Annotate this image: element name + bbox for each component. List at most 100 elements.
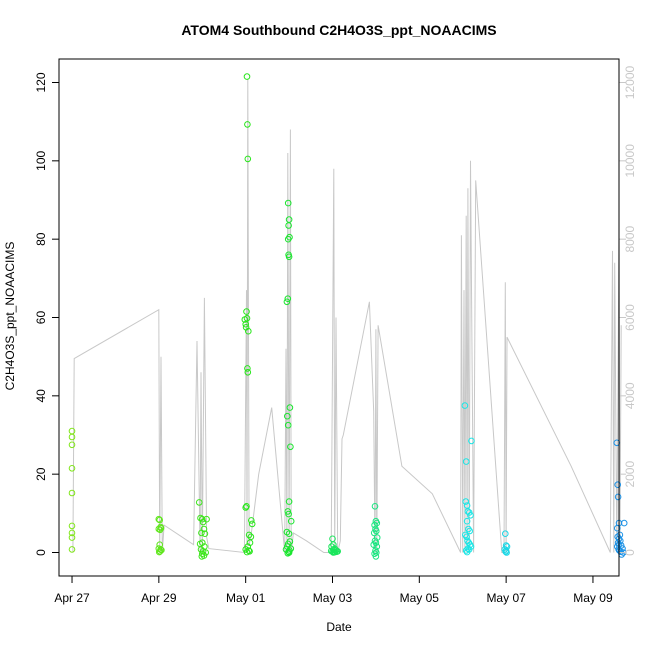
data-point <box>462 498 470 505</box>
data-point <box>284 412 291 420</box>
data-point <box>68 433 76 441</box>
data-point <box>503 549 510 556</box>
y-tick-label: 0 <box>34 549 48 556</box>
points-layer <box>68 73 628 560</box>
data-point <box>466 527 474 535</box>
data-point <box>68 522 76 530</box>
data-point <box>284 508 292 515</box>
data-point <box>158 546 165 554</box>
data-point <box>244 155 252 163</box>
data-point <box>287 517 295 525</box>
data-point <box>242 504 249 511</box>
y-axis-label: C2H4O3S_ppt_NOAACIMS <box>3 242 17 391</box>
data-point <box>285 222 292 229</box>
data-point <box>371 521 378 529</box>
data-point <box>68 489 76 497</box>
x-axis-label: Date <box>326 620 352 634</box>
data-point <box>284 421 292 429</box>
y2-tick-label: 12000 <box>623 65 637 99</box>
data-point <box>243 503 250 510</box>
data-point <box>243 308 250 315</box>
data-point <box>463 533 470 541</box>
x-tick-label: Apr 29 <box>141 591 177 605</box>
data-point <box>241 316 249 323</box>
data-point <box>244 369 252 376</box>
altitude-line <box>72 78 622 554</box>
x-tick-label: May 01 <box>226 591 266 605</box>
data-point <box>330 549 337 556</box>
data-point <box>329 548 336 556</box>
data-point <box>248 517 255 524</box>
data-point <box>371 503 379 510</box>
y2-tick-label: 10000 <box>623 144 637 178</box>
data-point <box>156 548 163 556</box>
plot-frame <box>58 58 620 577</box>
data-point <box>203 515 210 523</box>
data-point <box>284 199 292 207</box>
data-point <box>68 465 76 472</box>
data-point <box>287 443 294 451</box>
data-point <box>463 517 471 525</box>
data-point <box>198 553 206 560</box>
data-point <box>243 548 251 556</box>
data-point <box>462 531 469 539</box>
y-tick-label: 20 <box>34 467 48 481</box>
data-point <box>284 550 292 557</box>
data-point <box>245 327 252 335</box>
data-point <box>68 529 76 537</box>
data-point <box>245 547 252 554</box>
data-point <box>373 519 381 527</box>
y2-tick-label: 6000 <box>623 304 637 331</box>
data-point <box>502 530 509 538</box>
x-tick-label: May 03 <box>313 591 353 605</box>
x-tick-label: May 05 <box>400 591 440 605</box>
data-point <box>373 549 380 556</box>
data-point <box>370 529 378 537</box>
data-point <box>285 549 293 556</box>
y-tick-label: 40 <box>34 389 48 403</box>
data-point <box>199 550 206 558</box>
data-point <box>199 515 206 523</box>
y2-tick-label: 2000 <box>623 461 637 488</box>
data-point <box>467 512 474 519</box>
data-point <box>248 520 256 528</box>
data-point <box>468 437 475 445</box>
data-point <box>283 298 291 306</box>
altitude-layer <box>72 78 622 554</box>
data-point <box>286 404 294 411</box>
data-point <box>197 546 205 553</box>
data-point <box>614 481 622 489</box>
data-point <box>284 235 292 243</box>
data-point <box>284 295 292 303</box>
x-tick-label: May 09 <box>573 591 613 605</box>
y2-tick-label: 8000 <box>623 226 637 253</box>
data-point <box>463 548 471 556</box>
y2-tick-label: 0 <box>623 549 637 556</box>
data-point <box>157 524 165 532</box>
data-point <box>68 441 76 449</box>
x-tick-label: Apr 27 <box>54 591 90 605</box>
data-point <box>614 493 622 501</box>
data-point <box>244 365 251 372</box>
data-point <box>613 439 621 447</box>
data-point <box>285 530 293 538</box>
data-point <box>285 510 292 518</box>
y2-tick-label: 4000 <box>623 382 637 409</box>
chart-title: ATOM4 Southbound C2H4O3S_ppt_NOAACIMS <box>181 22 496 38</box>
data-point <box>244 121 251 128</box>
data-point <box>464 545 472 552</box>
data-point <box>243 73 251 80</box>
data-point <box>156 516 163 524</box>
data-point <box>242 320 249 328</box>
y-tick-label: 100 <box>34 150 48 170</box>
data-point <box>462 458 470 465</box>
data-point <box>614 524 621 532</box>
data-point <box>68 546 76 553</box>
data-point <box>201 530 209 538</box>
data-point <box>620 519 628 527</box>
data-point <box>155 515 163 523</box>
y-tick-label: 80 <box>34 232 48 246</box>
data-point <box>461 402 469 409</box>
y-tick-label: 60 <box>34 311 48 325</box>
